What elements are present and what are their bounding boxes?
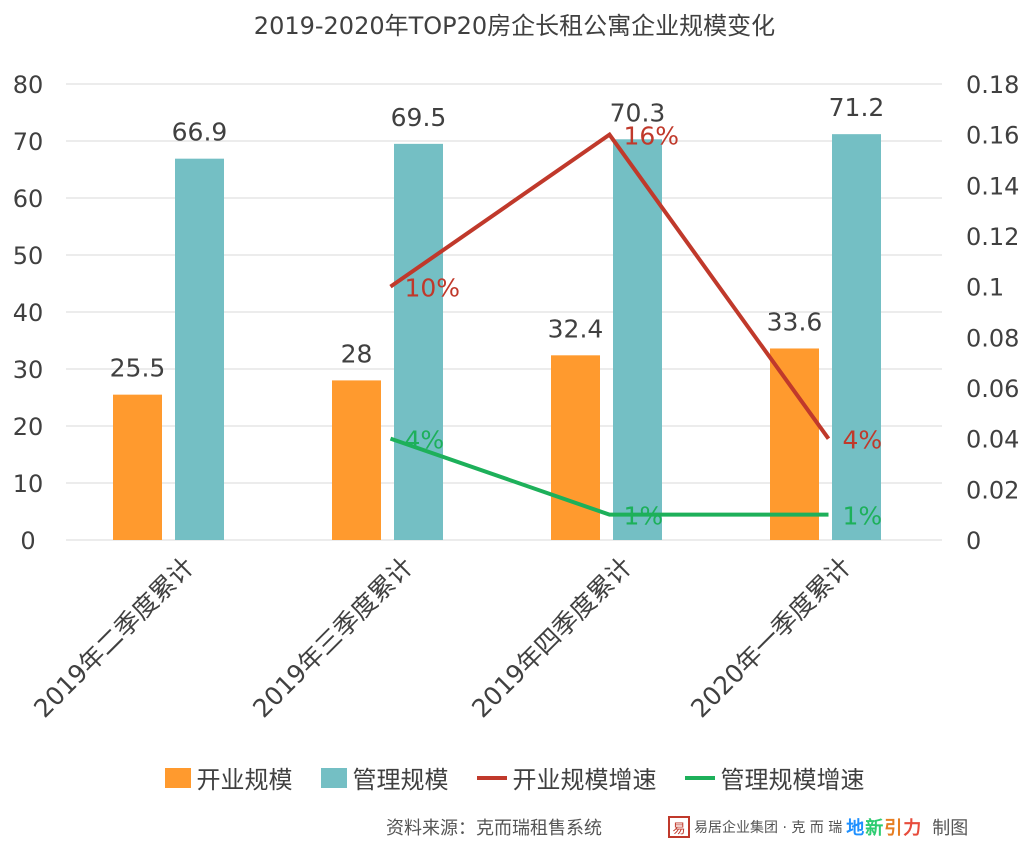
left-axis-tick-label: 10 — [13, 470, 44, 498]
right-axis-tick-label: 0.02 — [966, 476, 1019, 504]
open-bar-label: 28 — [341, 339, 373, 368]
legend-label-open: 开业规模 — [196, 766, 293, 794]
open-bar — [551, 355, 600, 540]
right-axis-tick-label: 0.06 — [966, 375, 1019, 403]
manage-bar — [394, 143, 443, 540]
xin-logo: 地新引力 — [846, 814, 922, 840]
source-note: 资料来源：克而瑞租售系统 — [386, 818, 602, 839]
left-axis-tick-label: 40 — [13, 299, 44, 327]
right-axis-tick-label: 0.16 — [966, 122, 1019, 150]
open-bar-label: 32.4 — [548, 314, 604, 343]
left-axis-tick-label: 0 — [20, 527, 35, 555]
manage-bar-label: 66.9 — [172, 118, 228, 147]
open-growth-line-label: 16% — [624, 122, 680, 151]
legend-item-open-growth: 开业规模增速 — [476, 760, 657, 795]
left-axis-tick-label: 30 — [13, 356, 44, 384]
left-axis-tick-label: 60 — [13, 185, 44, 213]
open-bar-label: 25.5 — [110, 354, 166, 383]
right-axis-tick-label: 0.18 — [966, 71, 1019, 99]
category-label: 2019年四季度累计 — [466, 552, 638, 724]
left-axis-tick-label: 50 — [13, 242, 44, 270]
right-axis-tick-label: 0 — [966, 527, 981, 555]
legend-label-open-growth: 开业规模增速 — [512, 766, 657, 794]
open-growth-line — [389, 131, 831, 440]
footer-logos: 易 易居企业集团 · 克 而 瑞 地新引力 制图 — [668, 814, 968, 840]
manage-bar — [175, 158, 224, 541]
right-axis-tick-label: 0.04 — [966, 426, 1019, 454]
xin-logo-char: 引 — [884, 818, 904, 839]
legend-swatch-open-growth — [476, 775, 507, 780]
logo-text: 易居企业集团 · 克 而 瑞 — [694, 820, 843, 836]
legend-item-manage-growth: 管理规模增速 — [684, 760, 865, 795]
right-axis-tick-label: 0.12 — [966, 223, 1019, 251]
xin-logo-char: 力 — [903, 818, 923, 839]
legend-label-manage: 管理规模 — [352, 766, 449, 794]
open-bar-label: 33.6 — [767, 307, 823, 336]
open-bar — [770, 348, 819, 540]
chart-canvas: 0 10 20 30 40 50 60 70 80 0 0.02 0.04 0.06 0.08 0.1 0.1… — [13, 71, 1020, 724]
xin-logo-char: 新 — [865, 818, 885, 839]
manage-bar-label: 71.2 — [829, 93, 885, 122]
legend: 开业规模 管理规模 开业规模增速 管理规模增速 — [0, 760, 1029, 795]
manage-growth-line-label: 1% — [624, 502, 664, 531]
manage-growth-line — [389, 436, 829, 517]
right-axis-tick-label: 0.14 — [966, 172, 1019, 200]
xin-logo-char: 地 — [846, 818, 866, 839]
right-axis-tick-label: 0.08 — [966, 324, 1019, 352]
open-growth-line-label: 4% — [843, 426, 883, 455]
legend-item-open: 开业规模 — [164, 760, 293, 795]
legend-swatch-open — [164, 767, 191, 788]
open-bar — [332, 380, 381, 540]
chart-title: 2019-2020年TOP20房企长租公寓企业规模变化 — [253, 12, 776, 40]
left-axis-tick-label: 80 — [13, 71, 44, 99]
made-by-label: 制图 — [932, 818, 969, 839]
left-axis-tick-label: 20 — [13, 413, 44, 441]
category-label: 2020年一季度累计 — [685, 552, 857, 724]
category-label: 2019年二季度累计 — [28, 552, 200, 724]
legend-swatch-manage — [320, 767, 347, 788]
legend-label-manage-growth: 管理规模增速 — [720, 766, 865, 794]
manage-growth-line-label: 1% — [843, 502, 883, 531]
legend-swatch-manage-growth — [684, 775, 715, 780]
open-growth-line-label: 10% — [405, 274, 461, 303]
manage-bar — [832, 134, 881, 540]
manage-bar — [613, 139, 662, 541]
legend-item-manage: 管理规模 — [320, 760, 449, 795]
left-axis-tick-label: 70 — [13, 128, 44, 156]
manage-bar-label: 70.3 — [610, 98, 666, 127]
manage-bar-label: 69.5 — [391, 103, 447, 132]
open-bar — [113, 394, 162, 540]
category-label: 2019年三季度累计 — [247, 552, 419, 724]
right-axis-tick-label: 0.1 — [966, 274, 1004, 302]
manage-growth-line-label: 4% — [405, 426, 445, 455]
seal-logo: 易 — [668, 816, 690, 838]
